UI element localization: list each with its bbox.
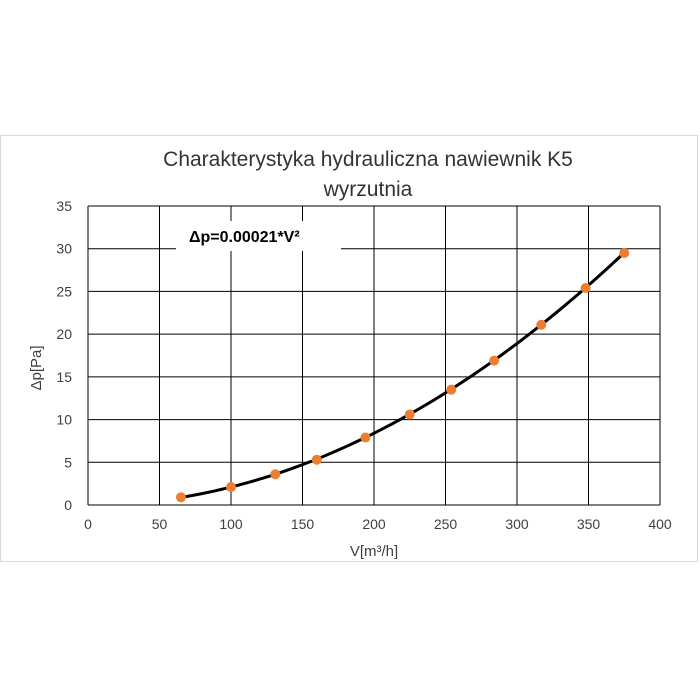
formula-annotation: Δp=0.00021*V² bbox=[189, 229, 300, 246]
data-point bbox=[226, 482, 236, 493]
data-point bbox=[580, 283, 591, 294]
annotation-background bbox=[176, 221, 341, 251]
chart-title-line-2: wyrzutnia bbox=[323, 178, 413, 201]
x-tick-label: 300 bbox=[505, 516, 529, 532]
chart: Charakterystyka hydrauliczna nawiewnik K… bbox=[28, 148, 672, 560]
data-points bbox=[175, 247, 630, 503]
x-tick-label: 50 bbox=[152, 516, 168, 532]
chart-title-line-1: Charakterystyka hydrauliczna nawiewnik K… bbox=[163, 148, 573, 171]
data-point bbox=[489, 355, 500, 366]
x-tick-label: 250 bbox=[434, 516, 458, 532]
x-tick-labels: 0 50 100 150 200 250 300 350 400 bbox=[84, 516, 672, 532]
x-tick-label: 400 bbox=[648, 516, 672, 532]
data-point bbox=[311, 454, 322, 465]
trendline-group bbox=[179, 251, 626, 499]
data-point bbox=[536, 319, 547, 330]
data-point bbox=[404, 409, 415, 420]
x-axis-label: V[m³/h] bbox=[350, 543, 398, 560]
y-tick-label: 5 bbox=[64, 454, 72, 470]
x-tick-label: 200 bbox=[362, 516, 386, 532]
y-tick-labels: 0 5 10 15 20 25 30 35 bbox=[56, 198, 72, 513]
y-tick-label: 30 bbox=[56, 241, 72, 257]
x-tick-label: 150 bbox=[291, 516, 315, 532]
data-point bbox=[270, 469, 281, 480]
y-tick-label: 35 bbox=[56, 198, 72, 214]
chart-frame: Charakterystyka hydrauliczna nawiewnik K… bbox=[0, 135, 698, 562]
y-tick-label: 10 bbox=[56, 412, 72, 428]
data-point bbox=[175, 492, 186, 503]
y-tick-label: 15 bbox=[56, 369, 72, 385]
grid bbox=[87, 205, 661, 506]
y-tick-label: 25 bbox=[56, 283, 72, 299]
x-tick-label: 0 bbox=[84, 516, 92, 532]
y-axis-label: Δp[Pa] bbox=[28, 345, 45, 390]
trendline bbox=[179, 251, 626, 499]
x-tick-label: 350 bbox=[577, 516, 601, 532]
x-tick-label: 100 bbox=[219, 516, 243, 532]
data-point bbox=[360, 432, 371, 443]
y-tick-label: 0 bbox=[64, 497, 72, 513]
data-point bbox=[446, 384, 457, 395]
y-tick-label: 20 bbox=[56, 326, 72, 342]
data-point bbox=[619, 247, 630, 258]
